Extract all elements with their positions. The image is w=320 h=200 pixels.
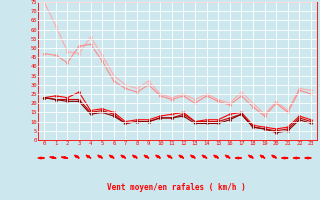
- Text: Vent moyen/en rafales ( km/h ): Vent moyen/en rafales ( km/h ): [107, 184, 245, 192]
